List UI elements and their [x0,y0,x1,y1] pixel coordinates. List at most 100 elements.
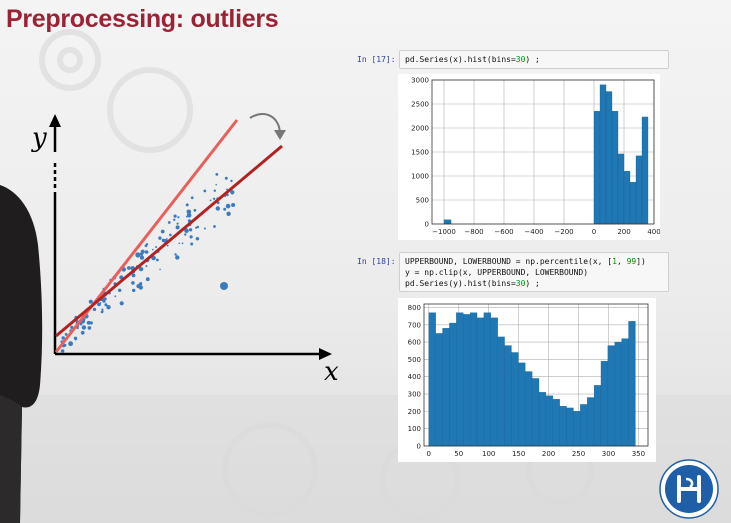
scatter-point [145,265,148,268]
cell-18-code[interactable]: UPPERBOUND, LOWERBOUND = np.percentile(x… [399,252,669,292]
scatter-point [156,258,159,262]
scatter-point [81,325,87,330]
histogram-bar [580,404,588,447]
hse-logo [659,459,719,519]
y-axis-arrowhead [49,114,61,127]
histogram-bar [497,336,505,447]
scatter-point [176,222,179,225]
scatter-point [64,333,68,336]
scatter-point [61,336,65,340]
scatter-point [212,197,216,200]
scatter-point [213,225,216,228]
scatter-point [215,183,217,186]
scatter-point [174,253,177,256]
scatter-point [181,242,184,245]
x-tick-label: −400 [524,228,543,236]
scatter-point [166,244,169,247]
scatter-point [215,173,219,176]
scatter-points [60,173,236,353]
scatter-point [231,192,234,195]
x-tick-label: 0 [427,450,431,458]
histogram-bar [545,395,553,447]
histogram-bar [538,392,547,447]
x-tick-label: 400 [647,228,660,236]
cell-18-code-line-3: pd.Series(y).hist(bins=30) ; [405,279,540,288]
y-tick-label: 0 [425,221,429,229]
histogram-bar [511,352,519,447]
scatter-point [175,225,180,230]
histogram-bar [605,91,613,225]
histogram-bar [593,385,602,447]
x-axis-label: x [324,357,339,387]
x-tick-label: 350 [632,450,645,458]
y-tick-label: 600 [408,339,421,347]
histogram-bar [621,338,629,447]
scatter-point [223,207,227,211]
scatter-point [166,238,168,240]
cell-17-code[interactable]: pd.Series(x).hist(bins=30) ; [399,50,669,69]
scatter-point [203,189,207,193]
histogram-bar [623,171,631,225]
scatter-point [144,244,148,248]
y-tick-label: 1000 [411,173,429,181]
scatter-point [226,188,228,191]
y-tick-label: 1500 [411,149,429,157]
x-tick-label: −800 [464,228,483,236]
y-tick-label: 500 [416,197,429,205]
histogram-bar [490,317,498,447]
outlier-point [220,282,228,290]
histogram-bar [559,406,567,447]
scatter-point [215,206,220,211]
y-axis-label: y [31,123,47,153]
scatter-point [185,215,188,218]
histogram-bar [463,314,471,447]
scatter-point [226,211,231,216]
scatter-point [132,288,136,293]
y-tick-label: 2500 [411,101,429,109]
y-tick-label: 200 [408,408,421,416]
scatter-point [159,268,161,271]
histogram-bar [443,219,452,225]
histogram-bar [607,345,615,447]
steep-regression-line [54,119,239,353]
slide-title: Preprocessing: outliers [6,5,279,33]
scatter-point [184,233,187,236]
histogram-bar [525,371,533,447]
scatter-point [186,213,192,218]
y-tick-label: 800 [408,304,421,312]
cell-18-code-line-1: UPPERBOUND, LOWERBOUND = np.percentile(x… [405,257,646,266]
scatter-point [161,238,166,243]
histogram-bar [476,317,485,447]
x-tick-label: 200 [617,228,630,236]
scatter-point [119,301,124,306]
scatter-point [80,330,85,335]
scatter-point [136,284,141,289]
scatter-point [177,216,180,219]
scatter-point [231,203,236,207]
histogram-bar [614,341,622,447]
scatter-point [169,233,172,237]
scatter-point [173,218,176,221]
scatter-point [126,266,131,270]
scatter-point [103,297,107,301]
scatter-point [178,242,180,245]
y-tick-label: 2000 [411,125,429,133]
scatter-point [63,343,67,347]
scatter-point [68,341,73,347]
scatter-point [195,237,200,241]
scatter-point [60,349,65,353]
scatter-point [114,295,117,298]
histogram-bar [469,312,478,447]
histogram-bar [611,111,619,225]
scatter-point [100,310,104,314]
scatter-point [135,252,141,258]
histogram-bar [629,182,637,225]
histogram-clipped-y: 0 100 200 300 400 500 600 700 800 0 50 100 150 200 250… [398,298,656,462]
scatter-point [175,255,180,260]
cell-18-code-line-2: y = np.clip(x, UPPERBOUND, LOWERBOUND) [405,268,589,277]
scatter-point [193,208,197,212]
scatter-point [190,242,194,246]
histogram-bar [593,111,601,225]
scatter-point [131,281,135,285]
scatter-point [213,189,216,192]
